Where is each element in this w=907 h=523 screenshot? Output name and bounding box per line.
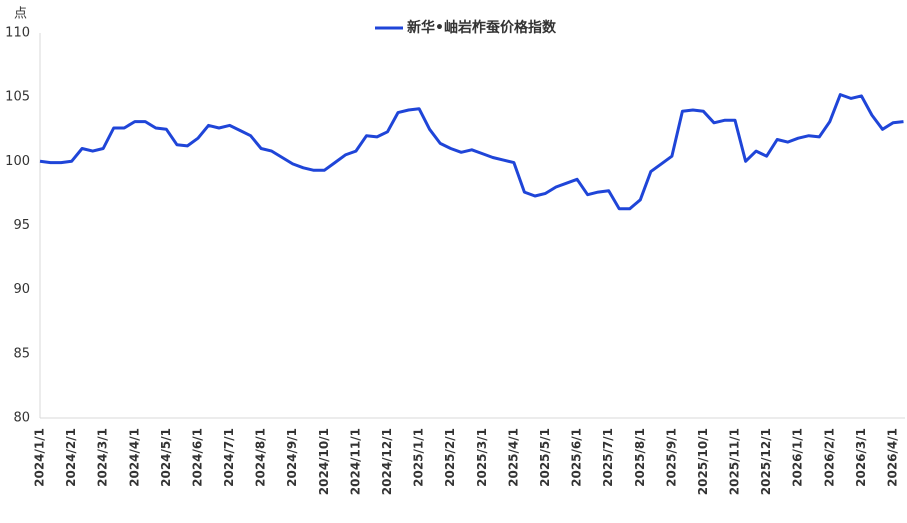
x-tick-label: 2025/5/1 (538, 428, 552, 487)
x-tick-label: 2024/4/1 (127, 428, 141, 487)
x-tick-label: 2026/4/1 (886, 428, 900, 487)
x-tick-label: 2024/2/1 (64, 428, 78, 487)
y-tick-label: 100 (5, 154, 30, 169)
x-tick-label: 2024/10/1 (317, 428, 331, 495)
x-tick-label: 2025/2/1 (443, 428, 457, 487)
y-tick-label: 105 (5, 90, 30, 105)
data-line (39, 93, 904, 211)
x-tick-label: 2025/4/1 (506, 428, 520, 487)
x-tick-label: 2024/3/1 (96, 428, 110, 487)
x-tick-label: 2025/10/1 (696, 428, 710, 495)
y-axis-label: 点 (14, 7, 27, 22)
x-tick-label: 2024/7/1 (222, 428, 236, 487)
y-tick-label: 80 (13, 411, 30, 426)
y-tick-label: 90 (13, 282, 30, 297)
x-tick-label: 2025/9/1 (664, 428, 678, 487)
x-tick-label: 2024/11/1 (348, 428, 362, 495)
x-tick-label: 2025/1/1 (412, 428, 426, 487)
x-tick-label: 2025/8/1 (633, 428, 647, 487)
x-tick-label: 2026/1/1 (791, 428, 805, 487)
y-tick-label: 110 (5, 26, 30, 41)
x-tick-label: 2024/9/1 (285, 428, 299, 487)
x-tick-label: 2024/5/1 (159, 428, 173, 487)
x-tick-label: 2026/3/1 (854, 428, 868, 487)
legend-label: 新华•岫岩柞蚕价格指数 (407, 19, 557, 36)
x-tick-label: 2024/8/1 (254, 428, 268, 487)
x-tick-label: 2025/6/1 (570, 428, 584, 487)
x-tick-label: 2025/12/1 (759, 428, 773, 495)
x-tick-label: 2024/1/1 (33, 428, 47, 487)
x-tick-label: 2025/7/1 (601, 428, 615, 487)
x-tick-label: 2024/12/1 (380, 428, 394, 495)
x-tick-label: 2025/3/1 (475, 428, 489, 487)
y-tick-label: 95 (13, 218, 30, 233)
x-tick-label: 2025/11/1 (728, 428, 742, 495)
x-tick-label: 2026/2/1 (822, 428, 836, 487)
y-tick-label: 85 (13, 346, 30, 361)
x-tick-label: 2024/6/1 (190, 428, 204, 487)
